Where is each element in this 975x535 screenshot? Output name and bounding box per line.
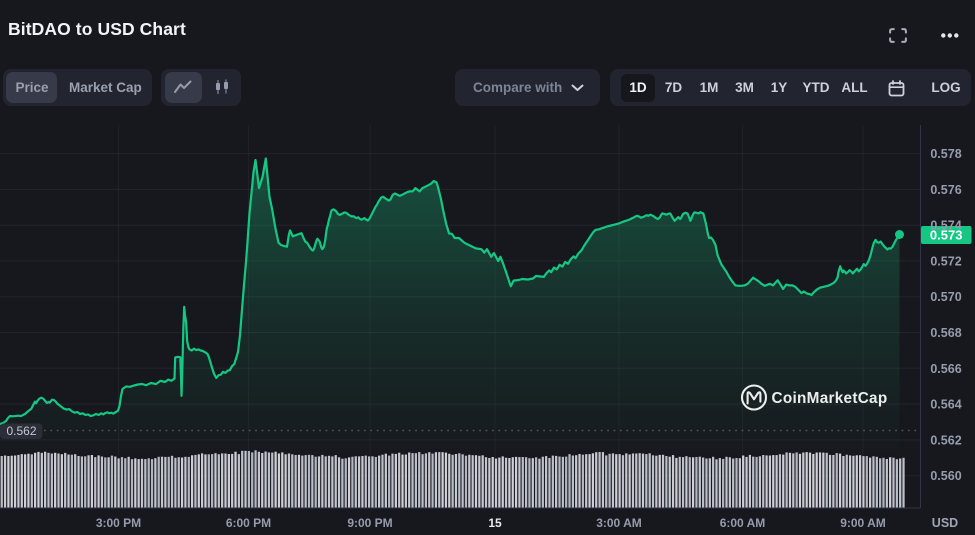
svg-text:0.576: 0.576: [930, 183, 961, 197]
svg-text:9:00 AM: 9:00 AM: [840, 516, 886, 530]
svg-text:0.573: 0.573: [930, 227, 963, 242]
svg-text:0.566: 0.566: [930, 362, 961, 376]
svg-text:0.560: 0.560: [930, 469, 961, 483]
svg-text:0.564: 0.564: [930, 398, 961, 412]
svg-text:0.562: 0.562: [6, 424, 36, 438]
svg-text:0.578: 0.578: [930, 147, 961, 161]
svg-text:15: 15: [488, 516, 502, 530]
svg-text:0.562: 0.562: [930, 433, 961, 447]
svg-text:3:00 PM: 3:00 PM: [96, 516, 141, 530]
svg-text:9:00 PM: 9:00 PM: [347, 516, 392, 530]
svg-text:6:00 AM: 6:00 AM: [720, 516, 766, 530]
svg-text:CoinMarketCap: CoinMarketCap: [772, 390, 888, 407]
svg-text:0.572: 0.572: [930, 254, 961, 268]
svg-text:USD: USD: [932, 516, 958, 530]
svg-text:0.574: 0.574: [930, 219, 961, 233]
svg-text:6:00 PM: 6:00 PM: [226, 516, 271, 530]
svg-text:0.568: 0.568: [930, 326, 961, 340]
svg-text:3:00 AM: 3:00 AM: [596, 516, 642, 530]
svg-text:0.570: 0.570: [930, 290, 961, 304]
